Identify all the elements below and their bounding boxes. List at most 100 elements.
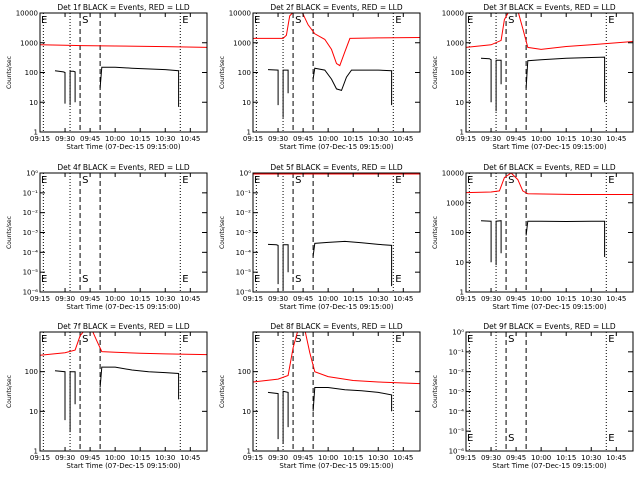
x-axis-label: Start Time (07-Dec-15 09:15:00) <box>66 462 180 470</box>
y-tick-label: 10 <box>29 99 38 107</box>
panel-title: Det 5f BLACK = Events, RED = LLD <box>270 163 403 172</box>
panel-6: Det 6f BLACK = Events, RED = LLD E S E 1 10 10… <box>432 163 634 311</box>
x-tick-label: 09:15 <box>30 295 50 303</box>
x-axis-label: Start Time (07-Dec-15 09:15:00) <box>279 462 393 470</box>
lld-series-line <box>40 44 207 48</box>
y-tick-label: 100 <box>451 229 464 237</box>
x-tick-label: 09:45 <box>80 295 100 303</box>
events-series-line <box>54 370 66 421</box>
x-axis-label: Start Time (07-Dec-15 09:15:00) <box>492 143 606 151</box>
events-series-line <box>312 240 393 287</box>
marker-label-bottom: S <box>82 274 88 285</box>
x-tick-label: 10:00 <box>105 295 125 303</box>
marker-label-bottom: E <box>395 274 401 285</box>
x-tick-label: 09:15 <box>456 454 476 462</box>
x-tick-label: 10:15 <box>130 295 150 303</box>
x-tick-label: 10:00 <box>531 454 551 462</box>
marker-label-bottom: E <box>608 433 614 444</box>
x-tick-label: 09:30 <box>268 454 288 462</box>
y-tick-label: 1 <box>247 448 251 456</box>
y-tick-label: 10000 <box>16 10 38 18</box>
events-series-line <box>282 390 289 444</box>
y-tick-label: 1000 <box>20 39 38 47</box>
marker-label: E <box>41 175 47 186</box>
panel-3: Det 3f BLACK = Events, RED = LLD E S E 1 10 10… <box>432 3 634 151</box>
y-axis-label: Counts/sec <box>219 375 226 408</box>
x-axis-label: Start Time (07-Dec-15 09:15:00) <box>279 303 393 311</box>
marker-label-bottom: E <box>182 274 188 285</box>
x-tick-label: 09:45 <box>80 135 100 143</box>
y-tick-label: 1 <box>460 129 464 137</box>
y-tick-label: 10⁰ <box>26 170 38 178</box>
marker-label-bottom: E <box>254 274 260 285</box>
panel-1: Det 1f BLACK = Events, RED = LLD E S E 1 10 10… <box>6 3 208 151</box>
x-tick-label: 10:00 <box>318 135 338 143</box>
y-tick-label: 10 <box>242 99 251 107</box>
y-axis-label: Counts/sec <box>219 216 226 249</box>
lld-series-line <box>466 173 633 195</box>
marker-label: E <box>41 15 47 26</box>
events-series-line <box>282 244 289 290</box>
y-axis-label: Counts/sec <box>6 216 13 249</box>
events-series-line <box>99 66 180 107</box>
y-axis-label: Counts/sec <box>6 56 13 89</box>
x-tick-label: 10:30 <box>368 454 388 462</box>
y-axis-label: Counts/sec <box>219 56 226 89</box>
x-tick-label: 10:45 <box>393 295 413 303</box>
x-tick-label: 10:30 <box>368 135 388 143</box>
x-tick-label: 10:30 <box>581 454 601 462</box>
y-tick-label: 10⁻² <box>449 368 465 376</box>
panel-title: Det 1f BLACK = Events, RED = LLD <box>57 3 190 12</box>
marker-label: E <box>395 15 401 26</box>
marker-label: S <box>82 334 88 345</box>
panel-4: Det 4f BLACK = Events, RED = LLDEESSEE10… <box>6 163 208 311</box>
y-tick-label: 10⁻⁴ <box>23 249 39 257</box>
x-tick-label: 10:00 <box>318 454 338 462</box>
x-tick-label: 10:15 <box>556 135 576 143</box>
x-tick-label: 10:15 <box>556 295 576 303</box>
x-tick-label: 09:15 <box>30 135 50 143</box>
panel-title: Det 3f BLACK = Events, RED = LLD <box>483 3 616 12</box>
events-series-line <box>495 220 502 266</box>
x-tick-label: 10:45 <box>393 454 413 462</box>
y-tick-label: 1 <box>34 129 38 137</box>
y-tick-label: 1000 <box>446 199 464 207</box>
marker-label: S <box>295 175 301 186</box>
marker-label: S <box>295 15 301 26</box>
marker-label: E <box>467 15 473 26</box>
x-tick-label: 10:30 <box>581 135 601 143</box>
x-axis-label: Start Time (07-Dec-15 09:15:00) <box>66 303 180 311</box>
marker-label: E <box>395 334 401 345</box>
y-tick-label: 10 <box>242 408 251 416</box>
x-tick-label: 10:00 <box>105 454 125 462</box>
x-tick-label: 09:30 <box>55 295 75 303</box>
x-tick-label: 10:15 <box>130 135 150 143</box>
y-tick-label: 10⁻³ <box>449 388 465 396</box>
panel-title: Det 9f BLACK = Events, RED = LLD <box>483 322 616 331</box>
x-tick-label: 10:45 <box>180 295 200 303</box>
x-tick-label: 09:15 <box>30 454 50 462</box>
x-tick-label: 10:30 <box>155 135 175 143</box>
panel-title: Det 2f BLACK = Events, RED = LLD <box>270 3 403 12</box>
marker-label: S <box>508 15 514 26</box>
y-tick-label: 1000 <box>233 39 251 47</box>
panel-title: Det 7f BLACK = Events, RED = LLD <box>57 322 190 331</box>
x-tick-label: 09:15 <box>456 135 476 143</box>
x-tick-label: 10:45 <box>606 295 626 303</box>
panel-8: Det 8f BLACK = Events, RED = LLD E S E 1 10 10… <box>219 322 421 470</box>
x-tick-label: 10:30 <box>155 295 175 303</box>
y-tick-label: 100 <box>25 368 38 376</box>
x-tick-label: 09:30 <box>55 135 75 143</box>
marker-label: E <box>608 15 614 26</box>
x-tick-label: 09:30 <box>268 135 288 143</box>
x-axis-label: Start Time (07-Dec-15 09:15:00) <box>492 462 606 470</box>
y-tick-label: 10 <box>29 408 38 416</box>
x-tick-label: 10:45 <box>180 454 200 462</box>
y-tick-label: 10⁻⁶ <box>236 289 252 297</box>
y-axis-label: Counts/sec <box>432 216 439 249</box>
y-axis-label: Counts/sec <box>432 56 439 89</box>
y-tick-label: 10000 <box>442 170 464 178</box>
x-axis-label: Start Time (07-Dec-15 09:15:00) <box>492 303 606 311</box>
y-tick-label: 10⁻⁶ <box>449 448 465 456</box>
